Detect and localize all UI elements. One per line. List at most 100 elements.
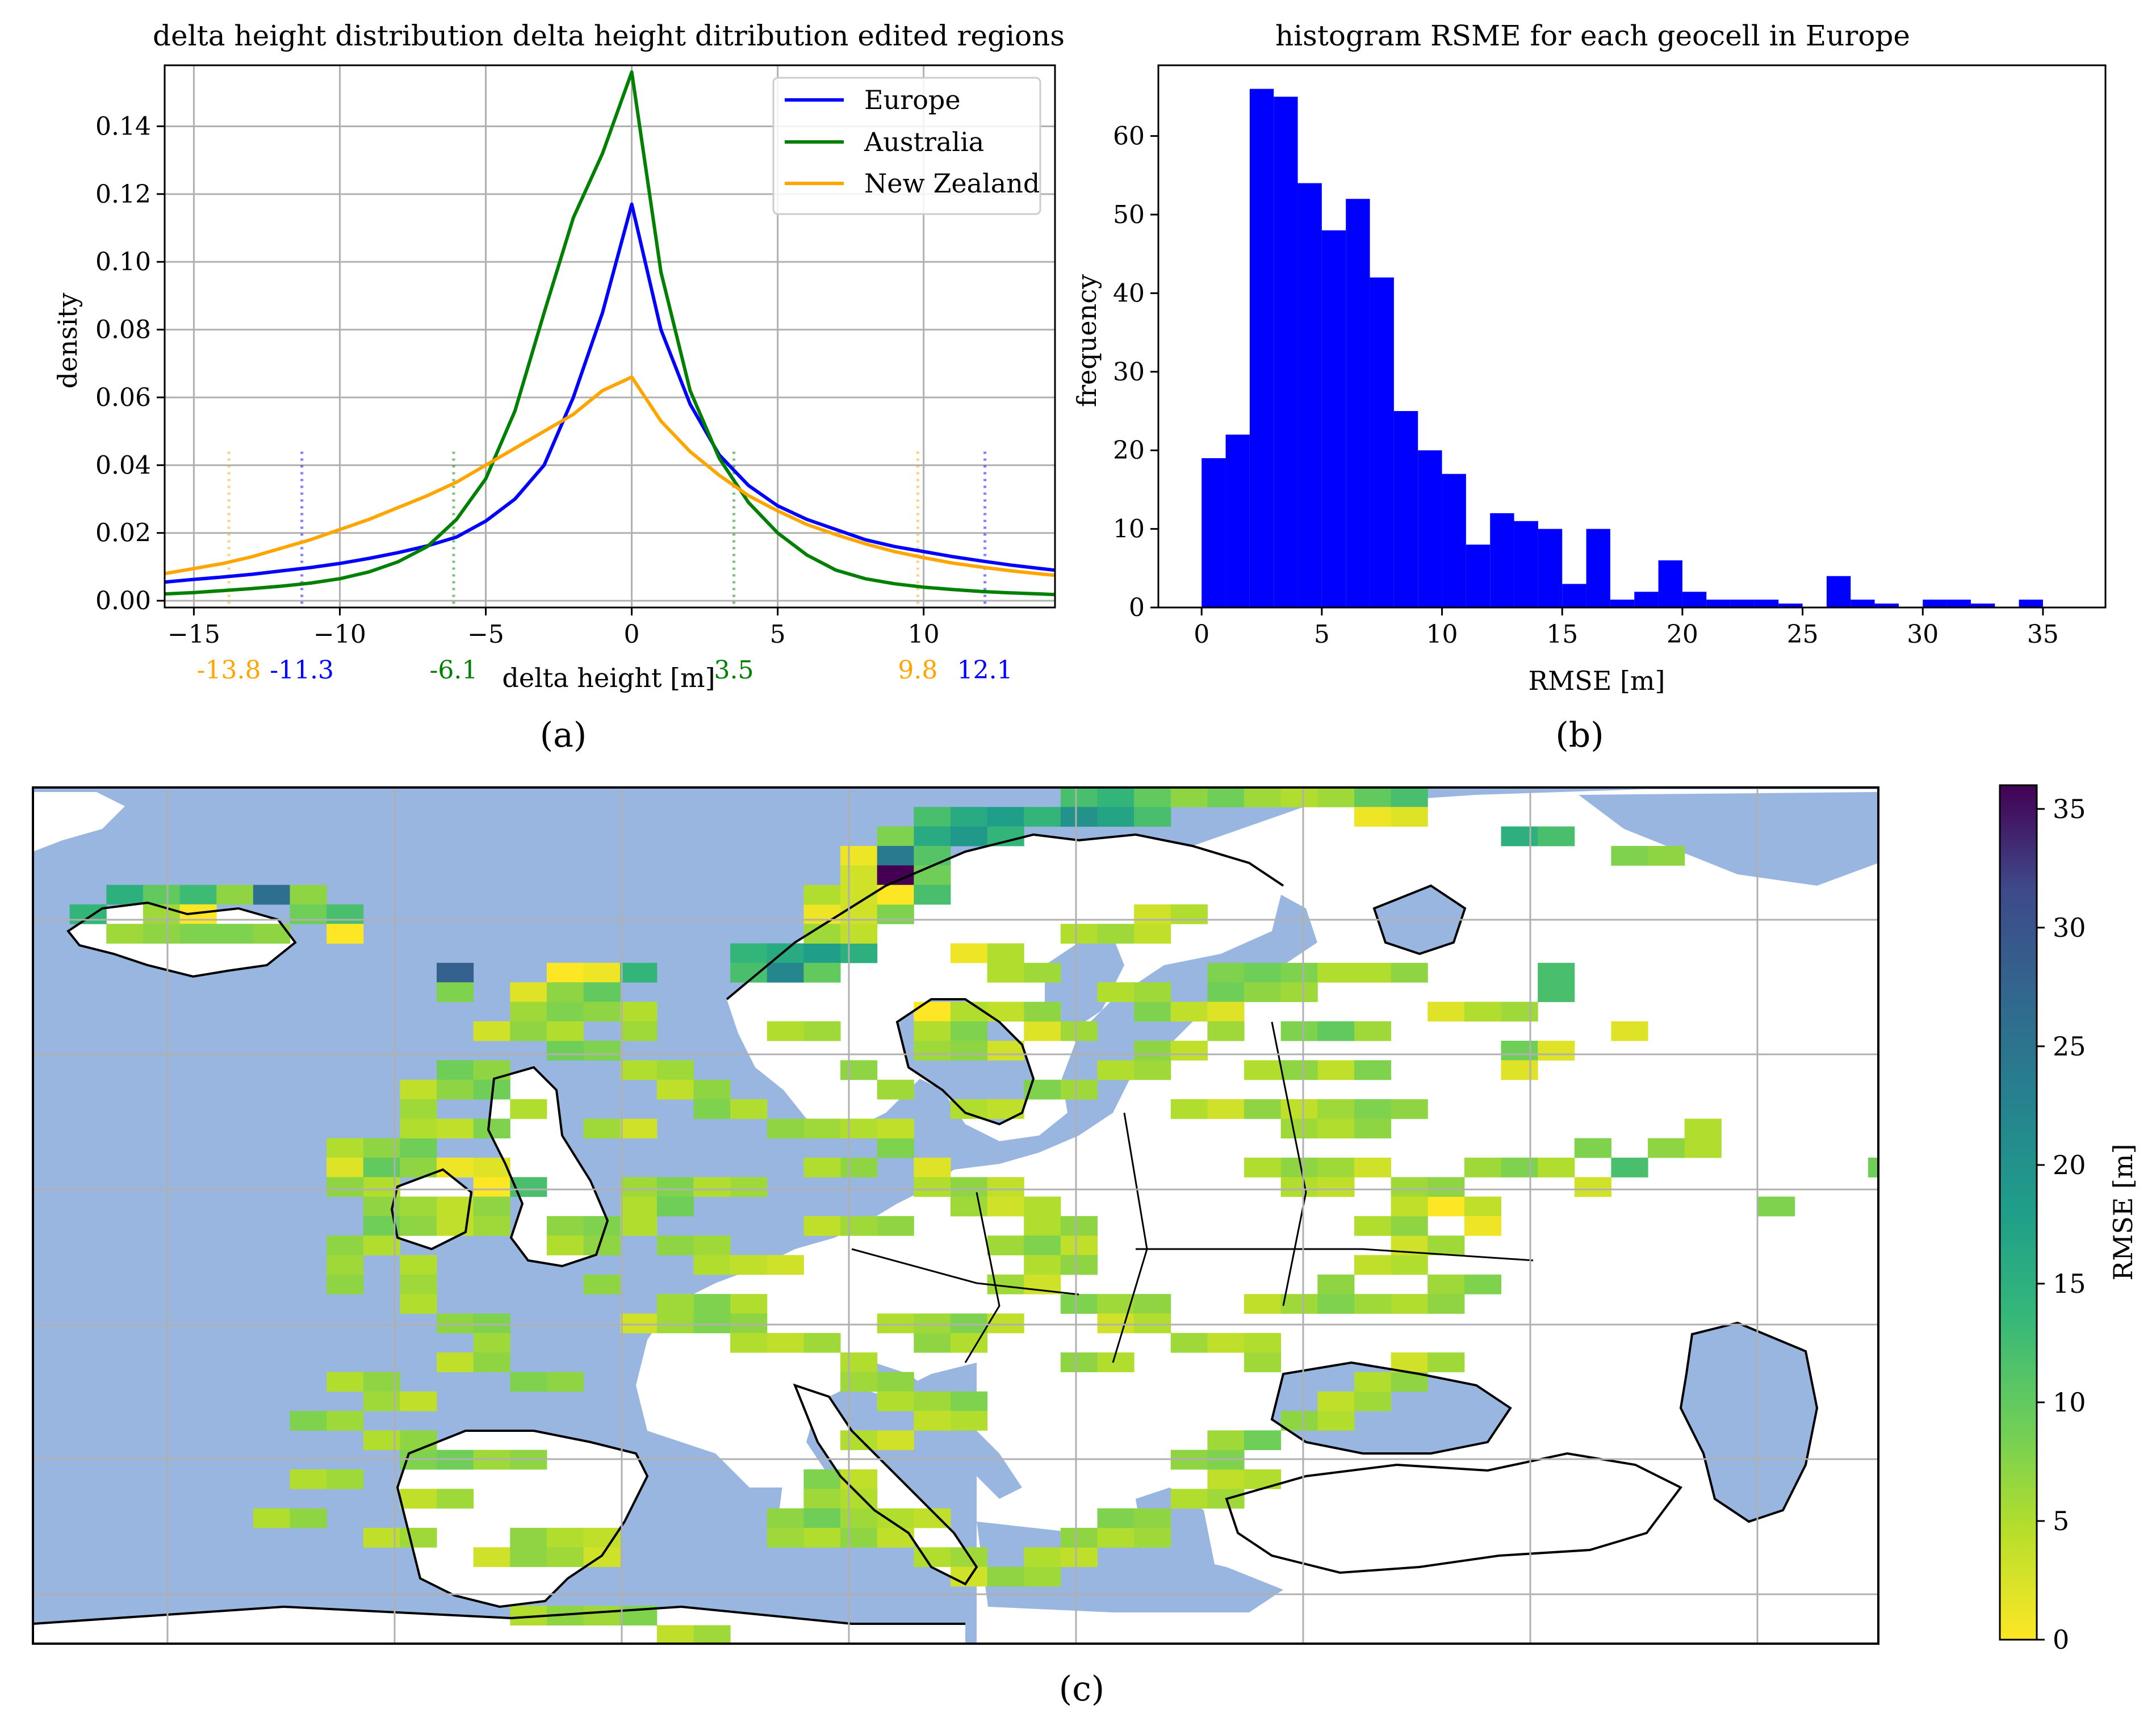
map-cell — [1207, 787, 1245, 807]
map-cell — [400, 1274, 437, 1294]
map-cell — [1538, 982, 1575, 1002]
panel-a-line-europe — [164, 202, 1056, 584]
map-cell — [1134, 1313, 1171, 1334]
panel-b-bar — [1610, 600, 1635, 607]
map-cell — [877, 1391, 914, 1411]
map-cell — [1244, 1469, 1282, 1489]
map-cell — [950, 826, 988, 847]
border-lines — [851, 1021, 1534, 1363]
map-cell — [1207, 1333, 1245, 1353]
map-cell — [1427, 1177, 1465, 1197]
map-cell — [1574, 1138, 1611, 1158]
panel-b-bar — [1202, 458, 1226, 607]
map-cell — [400, 1138, 437, 1158]
map-cell — [803, 1469, 841, 1489]
map-cell — [914, 1021, 951, 1041]
land-cyprus — [1346, 1607, 1403, 1629]
map-cell — [437, 1157, 474, 1178]
map-cell — [583, 1274, 621, 1294]
panel-c-rmse-map: 0 5 10 15 20 25 30 35 RMSE [m] (c) — [32, 784, 2138, 1709]
map-gridlines — [33, 787, 1878, 1644]
map-cell — [840, 845, 878, 866]
map-cell — [1280, 1099, 1318, 1119]
map-cell — [400, 1216, 437, 1236]
map-cell — [1354, 1060, 1392, 1080]
map-cell — [1207, 962, 1245, 983]
map-cell — [1134, 1002, 1171, 1022]
map-cell — [914, 1002, 951, 1022]
map-cell — [510, 1021, 547, 1041]
map-cell — [950, 1391, 988, 1411]
coast-ireland — [390, 1168, 473, 1251]
map-cell — [1317, 962, 1355, 983]
map-cell — [510, 1002, 547, 1022]
map-cell — [1024, 1196, 1061, 1217]
map-cell — [840, 1372, 878, 1392]
map-cell — [1280, 787, 1318, 807]
map-cell — [1354, 1157, 1392, 1178]
map-cell — [950, 1099, 988, 1119]
map-cell — [583, 962, 621, 983]
map-cell — [290, 1508, 327, 1528]
map-cell — [326, 1157, 364, 1178]
map-cell — [1170, 904, 1208, 924]
map-cell — [1464, 1157, 1502, 1178]
coast-caspian — [1679, 1321, 1819, 1523]
map-cell — [1170, 1333, 1208, 1353]
map-cell — [1391, 1352, 1428, 1372]
map-cell — [546, 1235, 584, 1256]
coast-iberia — [396, 1430, 649, 1608]
legend-label-australia: Australia — [864, 127, 984, 157]
map-cell — [1280, 982, 1318, 1002]
map-cell — [1427, 1235, 1465, 1256]
map-cell — [1134, 1508, 1171, 1528]
map-cell — [1280, 1060, 1318, 1080]
panel-b-xtick-label: 15 — [1546, 620, 1578, 649]
colorbar-tick-label: 15 — [2053, 1268, 2086, 1299]
panel-a-density-chart: delta height distribution delta height d… — [52, 19, 1065, 755]
map-cell — [1060, 1527, 1098, 1548]
map-cell — [877, 1313, 914, 1334]
panel-a-xtick-label: −10 — [313, 620, 366, 649]
map-cell — [914, 1313, 951, 1334]
map-cell — [1280, 1411, 1318, 1431]
map-cell — [693, 1079, 731, 1100]
panel-b-bar — [1634, 592, 1659, 607]
panel-a-dotted-markers — [227, 451, 987, 607]
map-cell — [437, 1313, 474, 1334]
map-cell — [1134, 904, 1171, 924]
map-cell — [877, 845, 914, 866]
map-cell — [1170, 1002, 1208, 1022]
map-cell — [1538, 962, 1575, 983]
map-cell — [1024, 1255, 1061, 1275]
map-cell — [143, 885, 181, 905]
panel-b-ytick-label: 0 — [1129, 593, 1145, 622]
panel-b-bar — [1538, 529, 1563, 607]
panel-b-bar — [1490, 513, 1514, 607]
map-cell — [1024, 1547, 1061, 1568]
map-cell — [290, 904, 327, 924]
panel-b-bar — [1346, 199, 1370, 607]
map-cell — [400, 1079, 437, 1100]
map-cell — [1501, 1157, 1538, 1178]
panel-a-marker-label: 12.1 — [957, 656, 1013, 685]
map-coastlines — [33, 833, 1819, 1625]
map-cell — [1317, 1411, 1355, 1431]
map-cell — [1427, 1294, 1465, 1314]
panel-b-xtick-label: 20 — [1667, 620, 1698, 649]
map-cell — [1134, 787, 1171, 807]
map-cell — [914, 1177, 951, 1197]
map-cell — [546, 1216, 584, 1236]
map-cell — [803, 1021, 841, 1041]
map-cell — [620, 962, 658, 983]
map-cell — [693, 1177, 731, 1197]
map-cell — [730, 943, 768, 963]
land-north-africa — [33, 1607, 965, 1644]
map-cell — [1427, 1274, 1465, 1294]
map-cell — [583, 1606, 621, 1626]
map-cell — [326, 1411, 364, 1431]
map-cell — [620, 1060, 658, 1080]
map-cell — [1354, 1372, 1392, 1392]
map-cell — [253, 885, 290, 905]
map-cell — [326, 1372, 364, 1392]
